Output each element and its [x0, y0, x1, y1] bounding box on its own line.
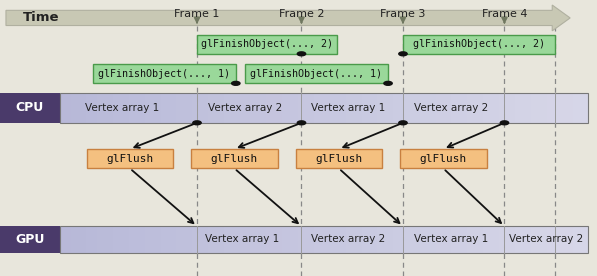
- Bar: [245, 64, 388, 83]
- Text: Vertex array 1: Vertex array 1: [85, 103, 159, 113]
- Circle shape: [193, 121, 201, 125]
- Text: Frame 4: Frame 4: [482, 9, 527, 18]
- Text: Vertex array 1: Vertex array 1: [205, 234, 279, 245]
- Bar: [60, 93, 588, 123]
- Text: Frame 1: Frame 1: [174, 9, 220, 18]
- Circle shape: [297, 52, 306, 56]
- Text: Frame 3: Frame 3: [380, 9, 426, 18]
- Text: glFinishObject(..., 2): glFinishObject(..., 2): [413, 39, 545, 49]
- Bar: [197, 34, 337, 54]
- Circle shape: [297, 121, 306, 125]
- Text: Frame 2: Frame 2: [279, 9, 324, 18]
- Text: Vertex array 1: Vertex array 1: [311, 103, 385, 113]
- Bar: [0, 93, 60, 123]
- Text: glFinishObject(..., 1): glFinishObject(..., 1): [98, 69, 230, 79]
- Text: Vertex array 2: Vertex array 2: [414, 103, 488, 113]
- Text: CPU: CPU: [16, 101, 44, 115]
- Text: glFlush: glFlush: [106, 154, 153, 164]
- Bar: [296, 149, 382, 168]
- Circle shape: [500, 121, 509, 125]
- Bar: [87, 149, 173, 168]
- Bar: [403, 34, 555, 54]
- Text: glFlush: glFlush: [211, 154, 258, 164]
- Text: glFlush: glFlush: [315, 154, 362, 164]
- Text: Vertex array 1: Vertex array 1: [414, 234, 488, 245]
- Text: GPU: GPU: [15, 233, 45, 246]
- Bar: [191, 149, 278, 168]
- Bar: [60, 226, 588, 253]
- Circle shape: [399, 52, 407, 56]
- Bar: [0, 226, 60, 253]
- Text: glFinishObject(..., 2): glFinishObject(..., 2): [201, 39, 333, 49]
- Text: Time: Time: [23, 11, 59, 25]
- Bar: [93, 64, 236, 83]
- Bar: [400, 149, 487, 168]
- Circle shape: [232, 81, 240, 85]
- FancyArrow shape: [6, 5, 570, 31]
- Text: glFlush: glFlush: [420, 154, 467, 164]
- Circle shape: [384, 81, 392, 85]
- Text: Vertex array 2: Vertex array 2: [208, 103, 282, 113]
- Text: Vertex array 2: Vertex array 2: [311, 234, 385, 245]
- Circle shape: [399, 121, 407, 125]
- Text: glFinishObject(..., 1): glFinishObject(..., 1): [250, 69, 383, 79]
- Text: Vertex array 2: Vertex array 2: [509, 234, 583, 245]
